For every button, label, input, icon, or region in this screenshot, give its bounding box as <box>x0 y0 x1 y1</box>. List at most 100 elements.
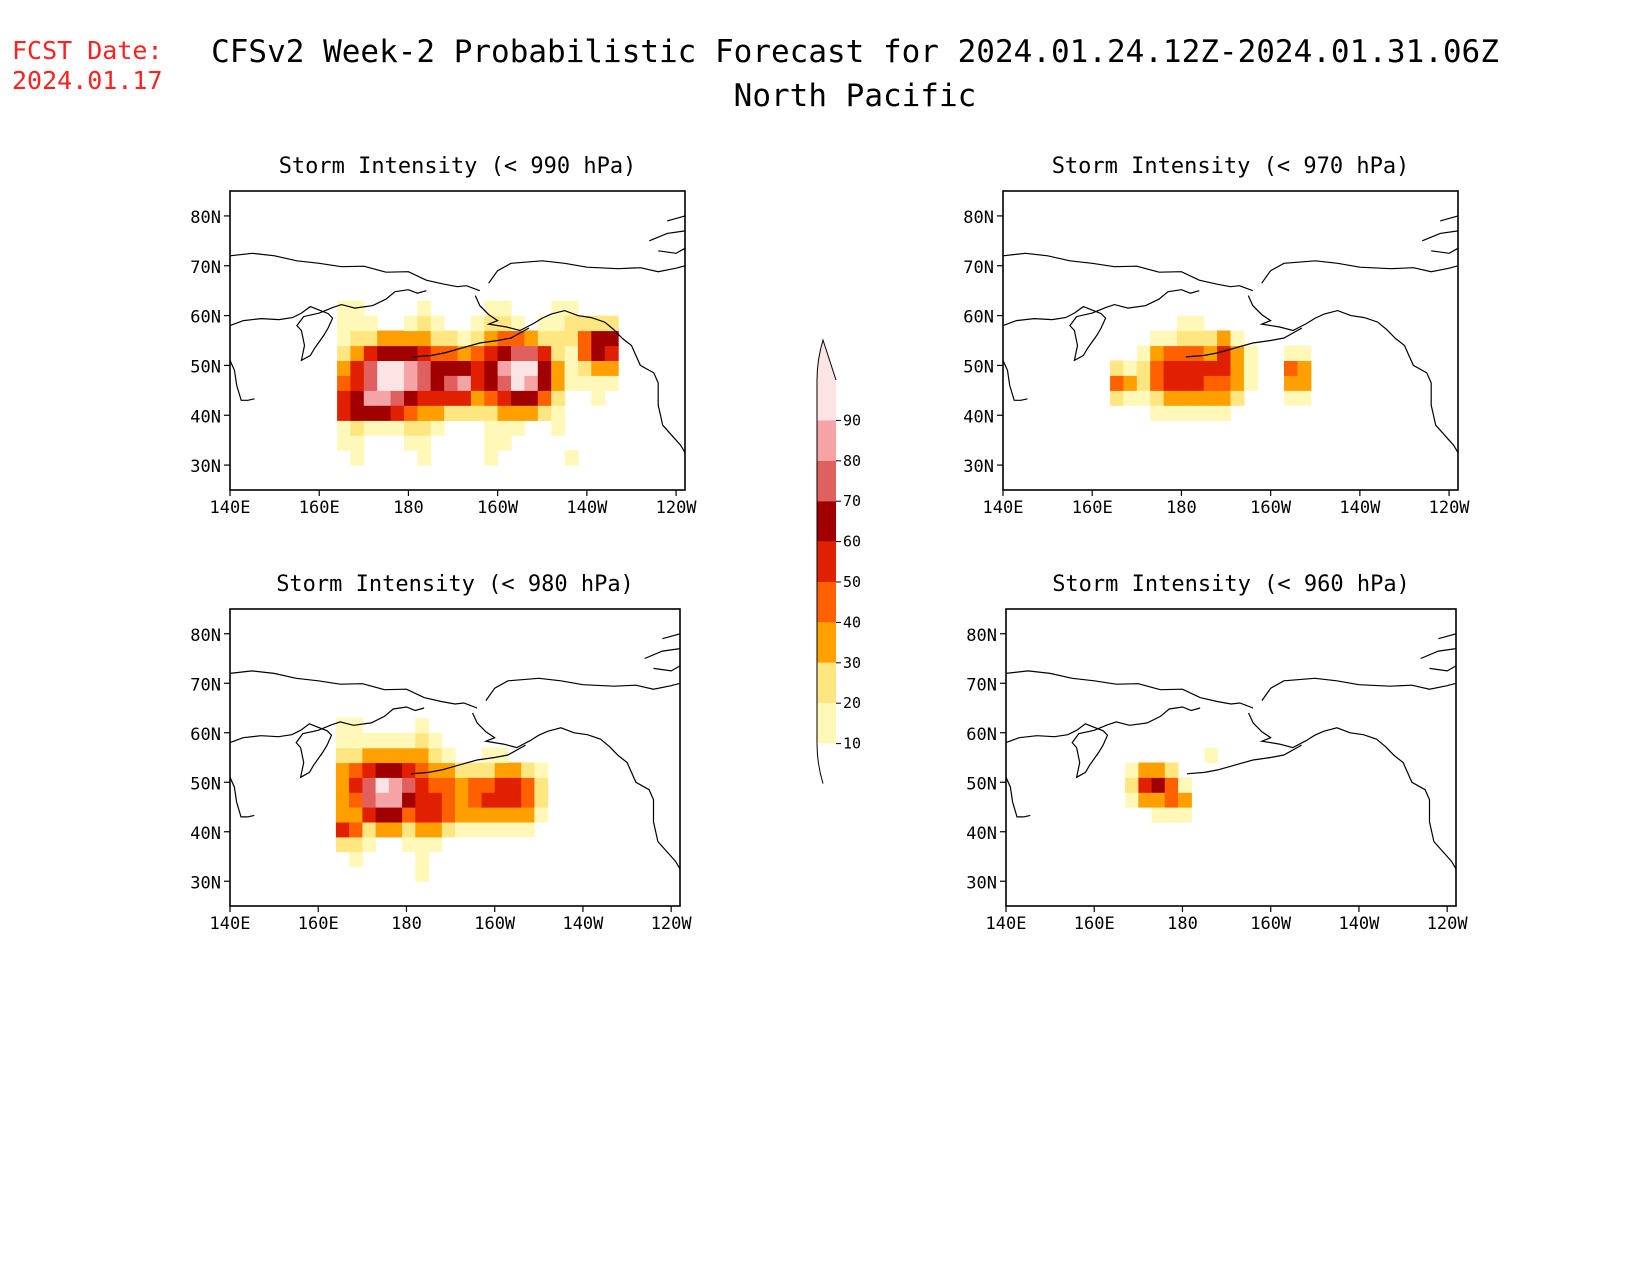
probability-field <box>337 300 619 466</box>
coastline <box>1005 777 1031 818</box>
probability-cell <box>335 836 350 853</box>
probability-cell <box>1125 792 1139 808</box>
lon-tick-label: 120W <box>651 914 693 934</box>
colorbar-top-cap <box>816 338 837 381</box>
probability-cell <box>468 792 482 808</box>
probability-cell <box>564 345 579 361</box>
lat-tick-label: 50N <box>963 357 994 377</box>
lon-tick-label: 180 <box>1166 498 1197 518</box>
probability-cell <box>1177 345 1191 361</box>
probability-cell <box>363 375 378 391</box>
probability-cell <box>1284 360 1298 376</box>
probability-cell <box>402 836 416 853</box>
probability-cell <box>1123 375 1138 391</box>
coastline <box>1005 706 1201 779</box>
probability-cell <box>362 747 377 764</box>
lon-tick-label: 160E <box>298 914 339 934</box>
probability-cell <box>534 777 549 793</box>
probability-cell <box>468 777 482 793</box>
probability-cell <box>468 762 482 778</box>
probability-cell <box>375 747 390 764</box>
coastline <box>488 260 686 284</box>
probability-cell <box>497 420 512 436</box>
probability-cell <box>415 747 430 764</box>
probability-cell <box>390 330 405 347</box>
probability-cell <box>362 821 377 838</box>
probability-cell <box>507 792 522 808</box>
probability-field <box>335 717 549 882</box>
probability-cell <box>551 390 566 406</box>
probability-cell <box>350 360 365 376</box>
lat-tick-label: 40N <box>966 824 997 844</box>
probability-cell <box>551 375 566 391</box>
lat-tick-label: 60N <box>963 308 994 328</box>
probability-cell <box>388 762 403 778</box>
probability-cell <box>1243 360 1258 376</box>
colorbar-segment <box>817 420 836 461</box>
probability-cell <box>604 315 619 332</box>
map-frame <box>1002 190 1459 491</box>
probability-cell <box>441 762 456 778</box>
probability-cell <box>404 375 418 391</box>
probability-cell <box>1177 315 1191 332</box>
probability-cell <box>428 762 443 778</box>
lat-tick-label: 80N <box>966 626 997 646</box>
probability-cell <box>415 732 430 749</box>
probability-field <box>1110 315 1312 421</box>
lat-tick-label: 30N <box>190 873 221 893</box>
probability-cell <box>335 777 350 793</box>
lon-tick-label: 140W <box>1338 914 1380 934</box>
probability-cell <box>377 405 392 421</box>
probability-cell <box>455 792 469 808</box>
probability-cell <box>350 405 365 421</box>
probability-cell <box>441 807 456 823</box>
probability-cell <box>1178 792 1192 808</box>
probability-cell <box>1284 345 1298 361</box>
lat-tick-label: 60N <box>966 725 997 745</box>
map-frame <box>1005 608 1457 907</box>
fcst-date: 2024.01.17 <box>12 66 163 95</box>
coastlines <box>229 633 681 870</box>
probability-cell <box>484 450 499 466</box>
probability-cell <box>404 360 418 376</box>
probability-cell <box>497 375 512 391</box>
main-title: CFSv2 Week-2 Probabilistic Forecast for … <box>0 30 1650 118</box>
probability-cell <box>1138 762 1153 778</box>
probability-cell <box>390 405 405 421</box>
probability-cell <box>1164 792 1179 808</box>
probability-cell <box>484 360 499 376</box>
probability-cell <box>457 390 472 406</box>
colorbar-segment <box>817 460 836 502</box>
probability-cell <box>337 435 352 451</box>
lon-tick-label: 140W <box>562 914 604 934</box>
lon-tick-label: 140E <box>986 914 1027 934</box>
colorbar-segment <box>817 582 836 623</box>
probability-cell <box>494 807 509 823</box>
probability-cell <box>417 315 432 332</box>
lat-tick-label: 70N <box>190 675 221 695</box>
probability-cell <box>457 345 472 361</box>
probability-cell <box>350 330 365 347</box>
lat-tick-label: 70N <box>963 258 994 278</box>
probability-cell <box>417 435 432 451</box>
probability-cell <box>337 375 352 391</box>
probability-cell <box>417 375 432 391</box>
probability-cell <box>537 360 552 376</box>
probability-cell <box>551 420 566 436</box>
probability-cell <box>337 405 352 421</box>
panel-title: Storm Intensity (< 990 hPa) <box>279 154 637 179</box>
coastline <box>1438 633 1457 640</box>
lat-tick-label: 50N <box>966 774 997 794</box>
lon-tick-label: 120W <box>1427 914 1469 934</box>
probability-cell <box>1123 390 1138 406</box>
probability-cell <box>455 777 469 793</box>
probability-cell <box>1150 390 1165 406</box>
probability-cell <box>337 360 352 376</box>
probability-cell <box>388 777 403 793</box>
coastline <box>644 648 681 660</box>
probability-cell <box>349 762 363 778</box>
probability-cell <box>444 330 459 347</box>
probability-cell <box>484 300 499 317</box>
probability-cell <box>363 345 378 361</box>
probability-cell <box>511 390 525 406</box>
